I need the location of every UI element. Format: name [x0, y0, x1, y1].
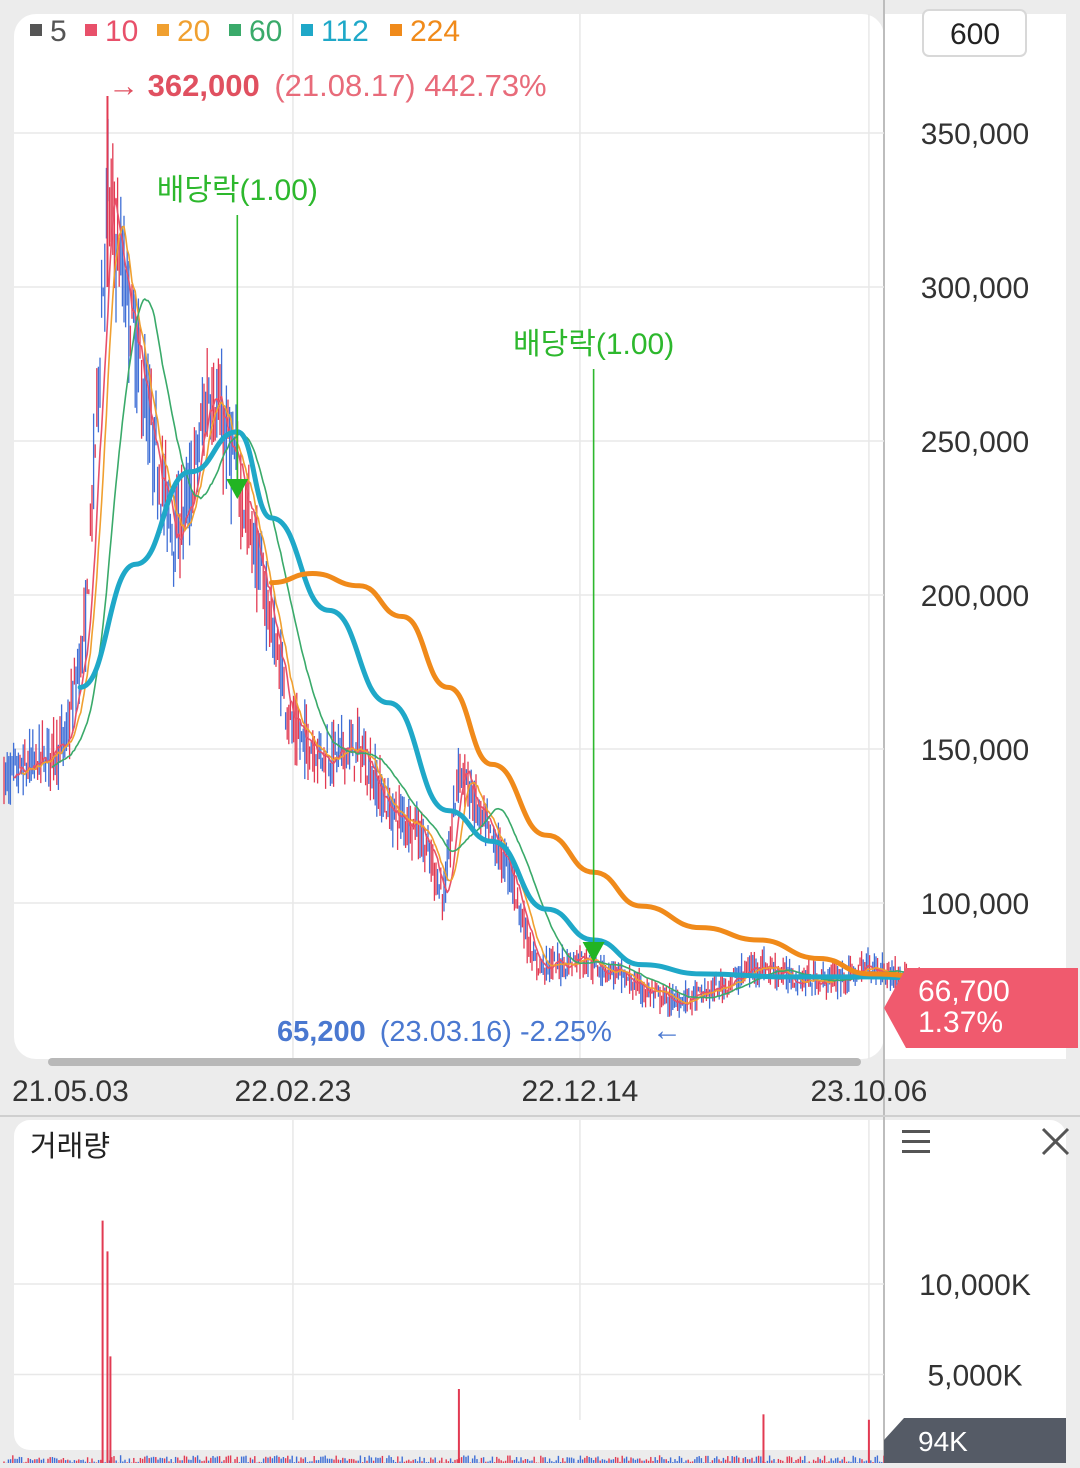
low-detail: (23.03.16) -2.25%: [380, 1016, 612, 1048]
legend-swatch: [157, 24, 169, 36]
y-tick-label: 300,000: [921, 272, 1029, 305]
dividend-label: 배당락(1.00): [513, 328, 674, 361]
y-tick-label: 250,000: [921, 426, 1029, 459]
ma-224-line: [268, 570, 961, 983]
close-icon[interactable]: [1041, 1127, 1070, 1156]
legend-label: 20: [177, 15, 210, 48]
dividend-arrow: [226, 479, 249, 499]
x-tick-label: 22.12.14: [522, 1075, 639, 1108]
candles: [3, 96, 983, 1021]
dividend-markers: 배당락(1.00) 배당락(1.00): [157, 174, 674, 962]
legend-label: 112: [321, 15, 369, 48]
high-detail: (21.08.17) 442.73%: [274, 68, 546, 103]
current-price-tag: [884, 968, 1078, 1048]
legend-label: 224: [410, 15, 460, 48]
low-price: 65,200: [277, 1016, 366, 1048]
legend-swatch: [30, 24, 42, 36]
ma-112-line: [77, 429, 961, 983]
y-axis: 100,000 150,000 200,000 250,000 300,000 350,0…: [921, 118, 1029, 921]
price-axis-area: [884, 14, 1066, 1059]
legend-label: 60: [249, 15, 282, 48]
x-tick-label: 22.02.23: [235, 1075, 352, 1108]
x-tick-label: 23.10.06: [811, 1075, 928, 1108]
volume-panel[interactable]: [14, 1120, 1066, 1450]
horizontal-scrollbar[interactable]: [48, 1058, 861, 1066]
low-arrow: ←: [652, 1014, 682, 1047]
moving-averages: [13, 197, 983, 1005]
period-button[interactable]: [922, 9, 1027, 57]
current-price: 66,700: [918, 975, 1010, 1008]
x-tick-label: 21.05.03: [12, 1075, 129, 1108]
legend-label: 10: [105, 15, 138, 48]
low-annotation: 65,200 (23.03.16) -2.25%: [277, 1016, 612, 1048]
volume-tick-label: 5,000K: [927, 1360, 1022, 1393]
price-plot-area[interactable]: [14, 14, 884, 1059]
dividend-label: 배당락(1.00): [157, 174, 318, 207]
legend-swatch: [229, 24, 241, 36]
legend-swatch: [390, 24, 402, 36]
y-tick-label: 150,000: [921, 734, 1029, 767]
y-tick-label: 200,000: [921, 580, 1029, 613]
legend: 5 10 20 60 112 224: [30, 15, 460, 48]
ma-10-line: [13, 197, 983, 1005]
legend-swatch: [301, 24, 313, 36]
volume-tick-label: 10,000K: [919, 1269, 1031, 1302]
high-annotation: → 362,000 (21.08.17) 442.73%: [108, 68, 547, 103]
volume-last-tag: [884, 1418, 1066, 1463]
x-axis: 21.05.03 22.02.23 22.12.14 23.10.06: [12, 1075, 927, 1108]
menu-icon[interactable]: [902, 1130, 930, 1153]
ma-60-line: [51, 298, 982, 999]
high-price: 362,000: [148, 68, 260, 103]
volume-y-axis: 5,000K 10,000K: [919, 1269, 1031, 1393]
period-button-label: 600: [950, 18, 1000, 51]
y-tick-label: 100,000: [921, 888, 1029, 921]
dividend-arrow: [582, 942, 605, 962]
current-change: 1.37%: [918, 1006, 1003, 1039]
high-arrow: →: [108, 68, 139, 103]
volume-last-value: 94K: [918, 1426, 968, 1457]
legend-label: 5: [50, 15, 67, 48]
ma-20-line: [21, 225, 982, 1005]
volume-title: 거래량: [30, 1131, 110, 1163]
legend-swatch: [85, 24, 97, 36]
y-tick-label: 350,000: [921, 118, 1029, 151]
